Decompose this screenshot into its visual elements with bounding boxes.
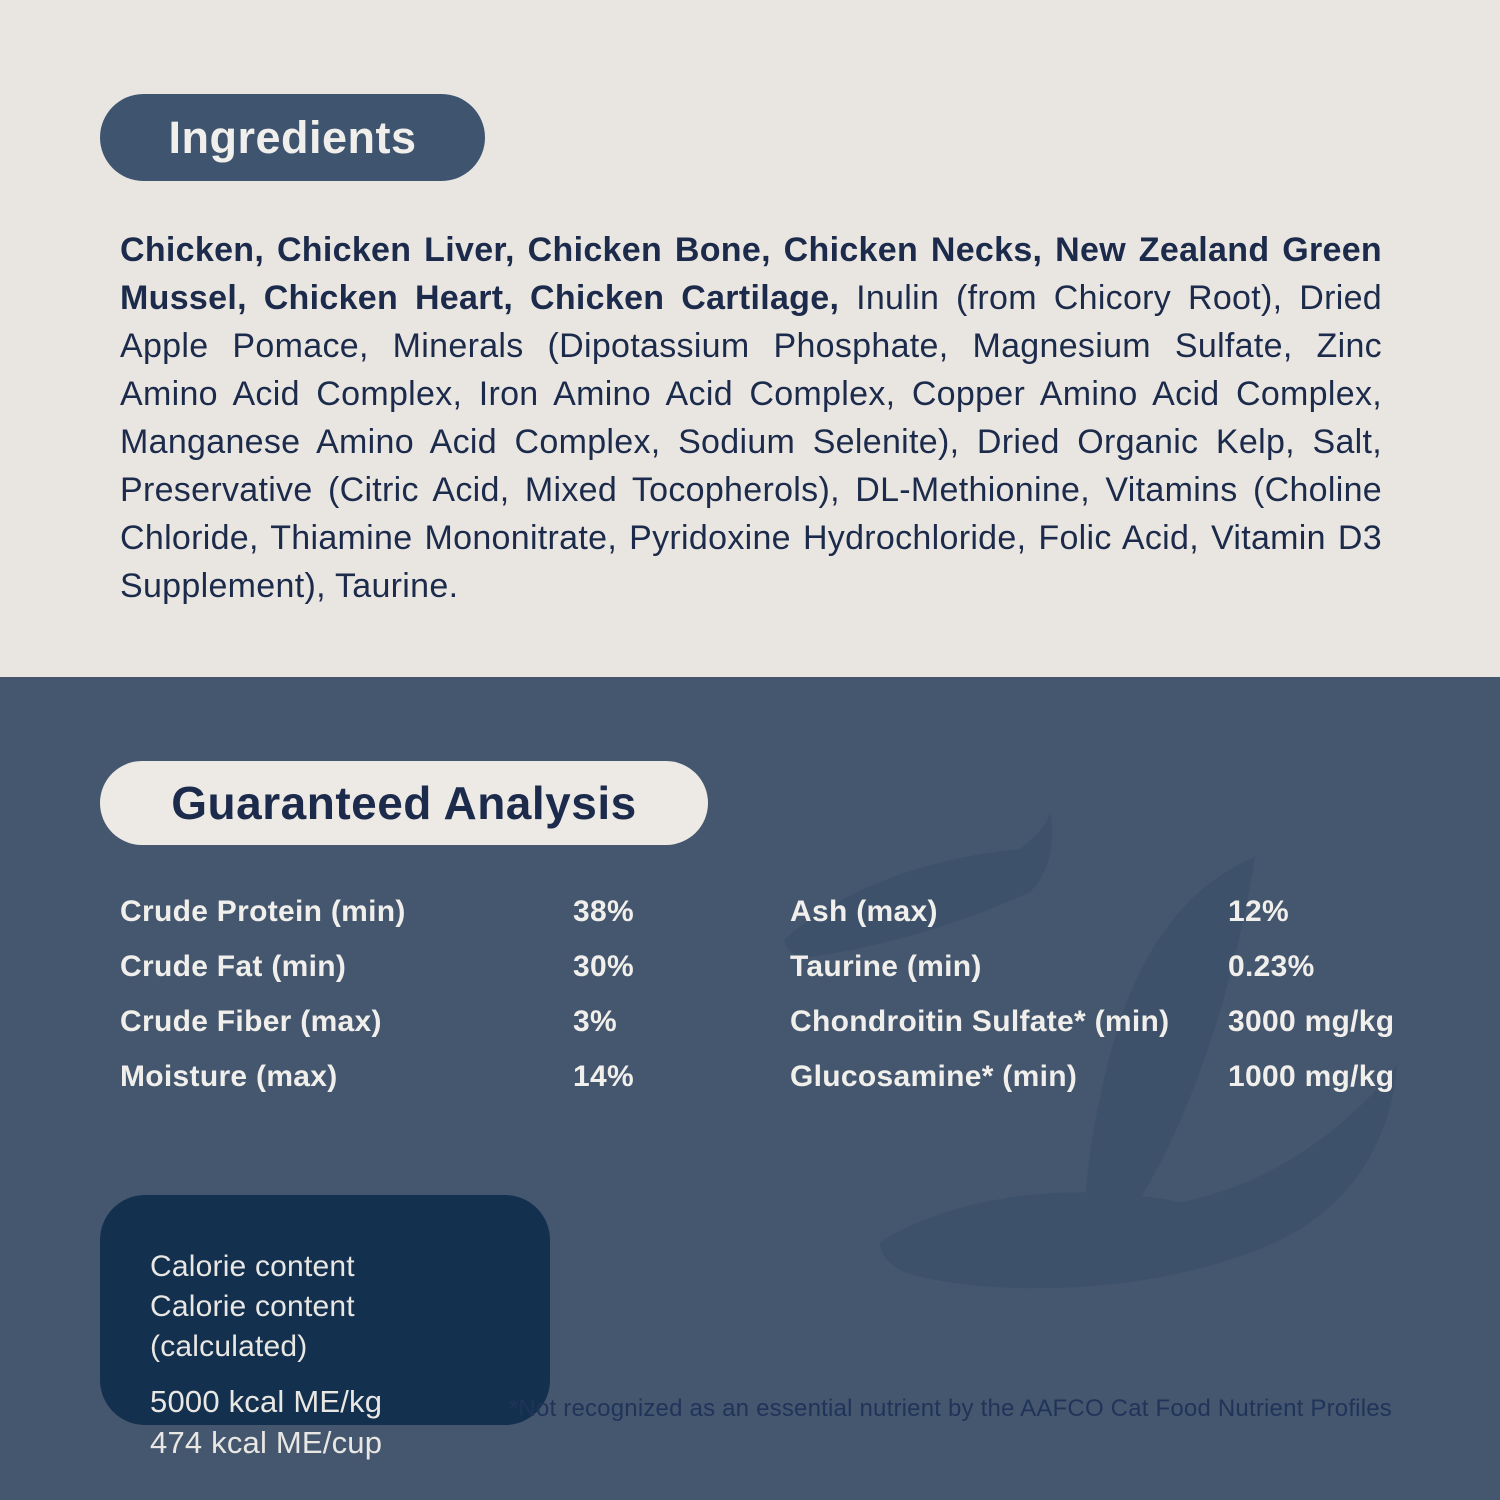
analysis-row: Ash (max) 12% [790, 895, 1400, 929]
analysis-row: Crude Fat (min) 30% [120, 950, 790, 984]
analysis-row: Moisture (max) 14% [120, 1060, 790, 1094]
ingredients-section: Ingredients Chicken, Chicken Liver, Chic… [0, 0, 1500, 677]
analysis-label: Moisture (max) [120, 1060, 338, 1093]
analysis-row: Glucosamine* (min) 1000 mg/kg [790, 1060, 1400, 1094]
analysis-value: 12% [1228, 895, 1289, 928]
guaranteed-analysis-section: Guaranteed Analysis Crude Protein (min) … [0, 677, 1500, 1500]
analysis-column-left: Crude Protein (min) 38% Crude Fat (min) … [120, 895, 790, 1115]
analysis-row: Chondroitin Sulfate* (min) 3000 mg/kg [790, 1005, 1400, 1039]
analysis-value: 3000 mg/kg [1228, 1005, 1395, 1038]
analysis-row: Taurine (min) 0.23% [790, 950, 1400, 984]
analysis-label: Taurine (min) [790, 950, 982, 983]
calorie-title-line: Calorie content [150, 1250, 355, 1283]
ingredients-title-pill: Ingredients [100, 94, 485, 181]
analysis-label: Chondroitin Sulfate* (min) [790, 1005, 1170, 1038]
calorie-title-lines: Calorie content Calorie content (calcula… [150, 1247, 520, 1367]
aafco-footnote: *Not recognized as an essential nutrient… [508, 1395, 1392, 1422]
calorie-title-line: Calorie content (calculated) [150, 1290, 355, 1363]
ingredients-primary-list: Chicken, Chicken Liver, Chicken Bone, Ch… [120, 231, 1382, 317]
analysis-value: 0.23% [1228, 950, 1315, 983]
guaranteed-analysis-title-pill: Guaranteed Analysis [100, 761, 708, 845]
analysis-label: Crude Protein (min) [120, 895, 406, 928]
analysis-value: 38% [573, 895, 634, 928]
guaranteed-analysis-title: Guaranteed Analysis [171, 777, 637, 829]
analysis-row: Crude Protein (min) 38% [120, 895, 790, 929]
ingredients-title: Ingredients [168, 111, 417, 163]
analysis-value: 3% [573, 1005, 617, 1038]
analysis-value: 14% [573, 1060, 634, 1093]
ingredients-secondary-list: Inulin (from Chicory Root), Dried Apple … [120, 279, 1383, 605]
analysis-label: Crude Fiber (max) [120, 1005, 382, 1038]
calorie-value-lines: 5000 kcal ME/kg 474 kcal ME/cup [150, 1381, 520, 1463]
analysis-column-right: Ash (max) 12% Taurine (min) 0.23% Chondr… [790, 895, 1400, 1115]
analysis-label: Crude Fat (min) [120, 950, 347, 983]
calorie-value-line: 474 kcal ME/cup [150, 1425, 383, 1460]
analysis-label: Ash (max) [790, 895, 938, 928]
analysis-value: 1000 mg/kg [1228, 1060, 1395, 1093]
analysis-value: 30% [573, 950, 634, 983]
calorie-content-box: Calorie content Calorie content (calcula… [100, 1195, 550, 1460]
calorie-value-line: 5000 kcal ME/kg [150, 1384, 383, 1419]
analysis-label: Glucosamine* (min) [790, 1060, 1078, 1093]
analysis-row: Crude Fiber (max) 3% [120, 1005, 790, 1039]
ingredients-paragraph: Chicken, Chicken Liver, Chicken Bone, Ch… [120, 226, 1382, 610]
